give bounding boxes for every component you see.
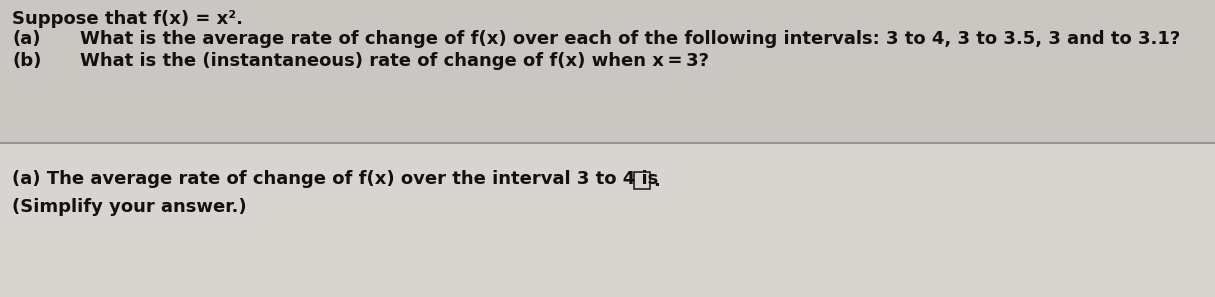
Text: Suppose that f(x) = x².: Suppose that f(x) = x². <box>12 10 243 28</box>
Text: .: . <box>652 172 660 190</box>
Text: (Simplify your answer.): (Simplify your answer.) <box>12 198 247 216</box>
Text: (b): (b) <box>12 52 41 70</box>
FancyBboxPatch shape <box>634 172 650 189</box>
Text: (a): (a) <box>12 30 40 48</box>
Text: What is the average rate of change of f(x) over each of the following intervals:: What is the average rate of change of f(… <box>80 30 1180 48</box>
Text: What is the (instantaneous) rate of change of f(x) when x = 3?: What is the (instantaneous) rate of chan… <box>80 52 710 70</box>
Text: (a) The average rate of change of f(x) over the interval 3 to 4 is: (a) The average rate of change of f(x) o… <box>12 170 659 188</box>
